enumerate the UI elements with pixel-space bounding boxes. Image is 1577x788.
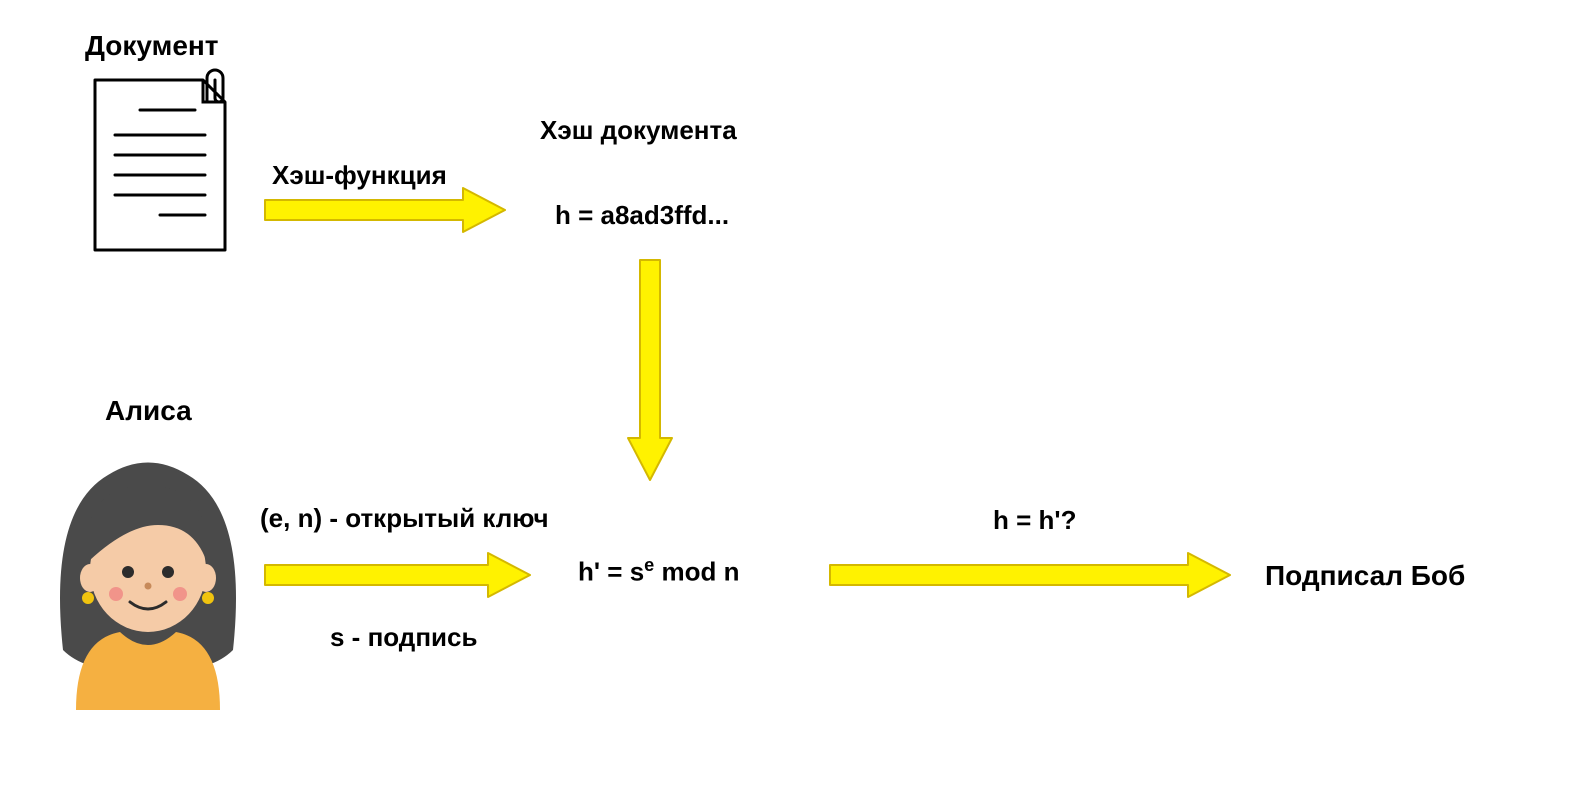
arrow-hash-func [265, 188, 505, 232]
formula-base: h' = s [578, 557, 644, 587]
label-key: (e, n) - открытый ключ [260, 503, 549, 534]
paperclip-icon [207, 70, 223, 102]
label-document-title: Документ [85, 30, 219, 62]
arrow-alice-verify [265, 553, 530, 597]
arrow-hash-down [628, 260, 672, 480]
alice-icon [60, 463, 236, 711]
label-compare: h = h'? [993, 505, 1076, 536]
arrow-verify-result [830, 553, 1230, 597]
formula-exp: e [644, 555, 654, 575]
document-icon [95, 70, 225, 250]
label-signature: s - подпись [330, 622, 477, 653]
formula-tail: mod n [654, 557, 739, 587]
label-hash-title: Хэш документа [540, 115, 737, 146]
label-alice-title: Алиса [105, 395, 192, 427]
label-verify-formula: h' = se mod n [578, 555, 740, 588]
label-hash-func: Хэш-функция [272, 160, 447, 191]
label-result: Подписал Боб [1265, 560, 1465, 592]
diagram-canvas [0, 0, 1577, 788]
label-hash-value: h = a8ad3ffd... [555, 200, 729, 231]
